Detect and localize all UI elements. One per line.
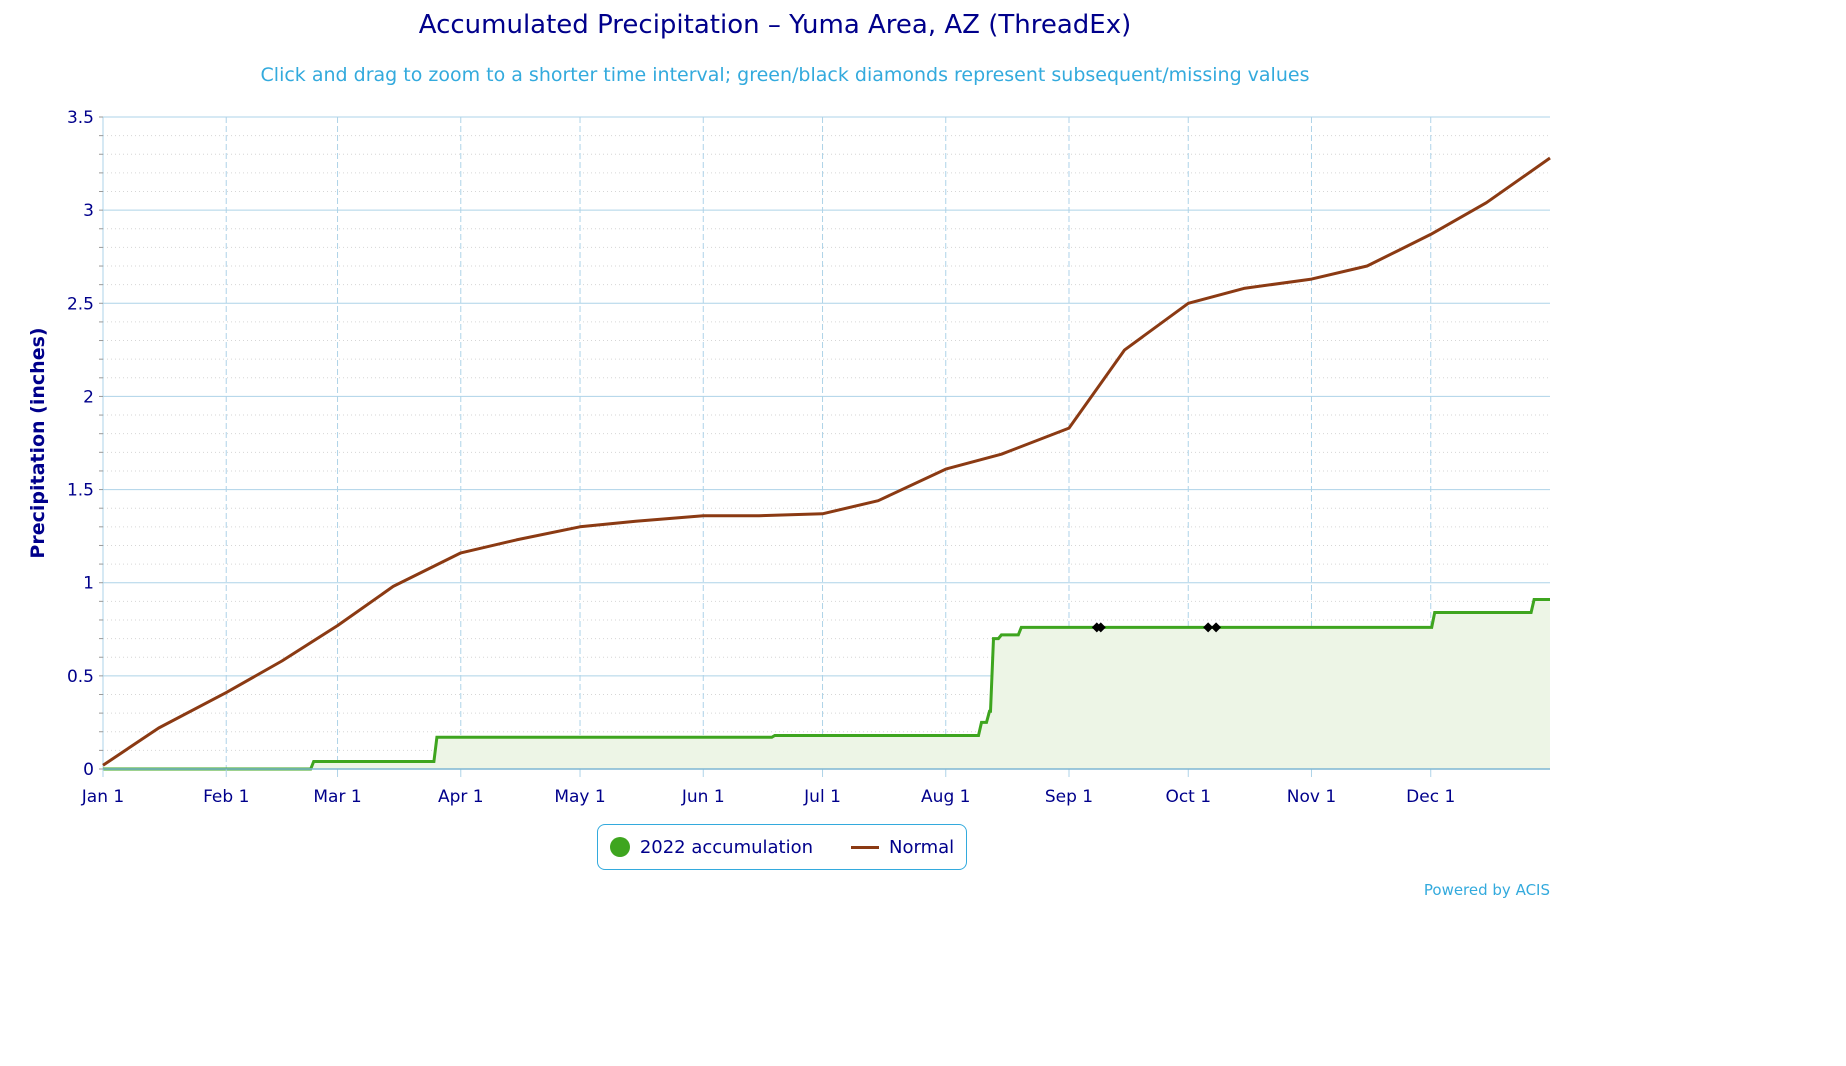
y-tick-label: 1.5 — [67, 481, 94, 501]
y-tick-label: 3.5 — [67, 108, 94, 128]
y-tick-label: 2 — [83, 387, 94, 407]
legend: 2022 accumulation Normal — [597, 824, 967, 870]
y-tick-label: 0 — [83, 760, 94, 780]
x-tick-label: Aug 1 — [921, 787, 970, 807]
x-tick-label: Sep 1 — [1045, 787, 1093, 807]
legend-marker-accumulation — [609, 837, 630, 857]
series-layer — [102, 156, 1551, 771]
x-tick-label: Jul 1 — [803, 787, 841, 807]
x-tick-label: Feb 1 — [203, 787, 249, 807]
missing-value-diamond — [1203, 622, 1214, 633]
legend-label-normal: Normal — [889, 836, 955, 858]
y-tick-label: 1 — [83, 574, 94, 594]
chart-subtitle: Click and drag to zoom to a shorter time… — [260, 64, 1310, 86]
x-tick-label: Jun 1 — [681, 787, 725, 807]
y-axis-label: Precipitation (inches) — [27, 327, 49, 558]
y-tick-label: 3 — [83, 201, 94, 221]
x-tick-label: Oct 1 — [1165, 787, 1211, 807]
normal-line — [102, 156, 1551, 767]
credits-link[interactable]: Powered by ACIS — [1423, 881, 1550, 899]
x-tick-label: Nov 1 — [1287, 787, 1336, 807]
legend-item-normal[interactable]: Normal — [851, 837, 954, 858]
x-tick-label: Mar 1 — [313, 787, 361, 807]
x-tick-label: Jan 1 — [81, 787, 124, 807]
missing-value-diamond — [1095, 622, 1106, 633]
accumulation-line — [103, 598, 1550, 771]
legend-label-accumulation: 2022 accumulation — [639, 836, 814, 858]
y-tick-label: 0.5 — [67, 667, 94, 687]
accumulation-area — [103, 599, 1550, 769]
axis-layer: 0 0.5 1 1.5 2 2.5 3 3.5 Jan 1 Feb 1 Mar 1 Apr 1 May … — [67, 108, 1550, 807]
x-tick-label: May 1 — [554, 787, 605, 807]
missing-value-diamond — [1211, 622, 1222, 633]
y-tick-label: 2.5 — [67, 294, 94, 314]
x-tick-label: Apr 1 — [438, 787, 484, 807]
legend-marker-normal — [851, 845, 880, 849]
x-tick-label: Dec 1 — [1406, 787, 1455, 807]
legend-item-accumulation[interactable]: 2022 accumulation — [609, 836, 814, 858]
chart-title: Accumulated Precipitation – Yuma Area, A… — [418, 10, 1132, 40]
